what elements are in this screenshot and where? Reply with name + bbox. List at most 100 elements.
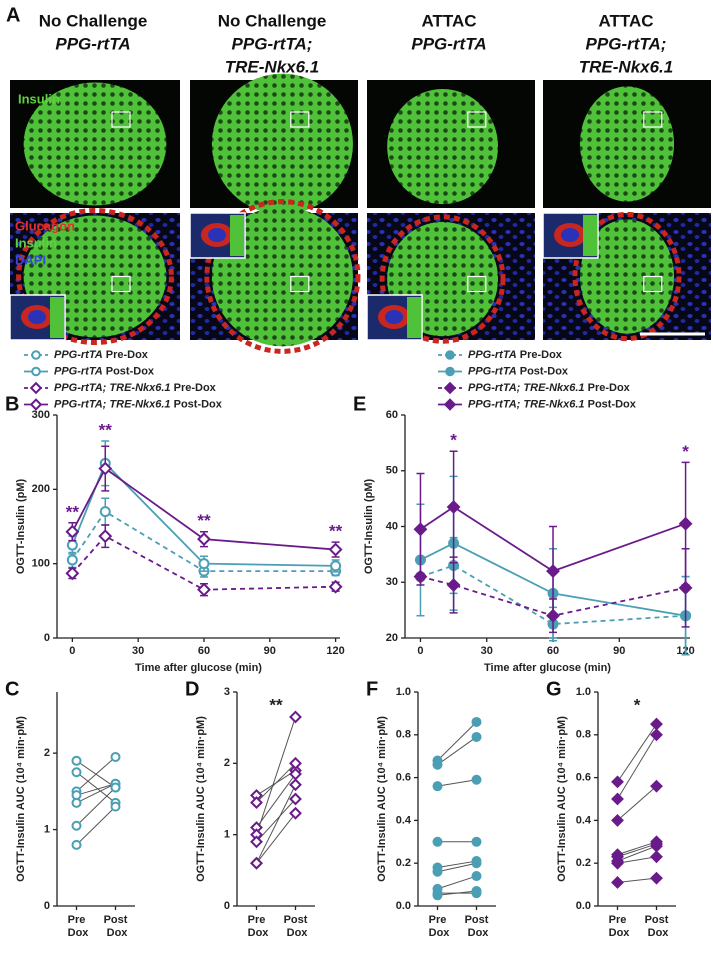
series-line xyxy=(71,510,336,572)
marker xyxy=(98,529,113,544)
marker xyxy=(71,820,82,831)
series-line xyxy=(420,564,686,625)
significance: ** xyxy=(329,522,343,541)
marker xyxy=(650,850,663,864)
column-heading: PPG-rtTA; xyxy=(232,34,313,53)
pair-line xyxy=(76,756,116,792)
significance: ** xyxy=(99,421,113,440)
panel-letter: C xyxy=(5,678,19,700)
marker xyxy=(328,579,343,594)
marker xyxy=(29,398,43,411)
marker xyxy=(432,759,443,770)
y-tick-label: 0.4 xyxy=(576,814,592,826)
inset-nucleus xyxy=(385,310,403,324)
micrographs xyxy=(9,73,711,354)
marker xyxy=(445,366,455,377)
y-tick-label: 1 xyxy=(224,829,230,841)
marker xyxy=(98,461,113,476)
pair-line xyxy=(76,771,116,804)
series-line xyxy=(71,467,336,551)
marker xyxy=(71,839,82,850)
marker xyxy=(650,728,663,742)
islet xyxy=(211,206,353,347)
pair-line xyxy=(617,845,657,862)
roi-box xyxy=(467,111,487,128)
legend-label: PPG-rtTA; TRE-Nkx6.1 Pre-Dox xyxy=(468,382,631,394)
marker xyxy=(650,717,663,731)
legend-label: PPG-rtTA Pre-Dox xyxy=(54,349,149,361)
y-tick-label: 100 xyxy=(32,558,50,570)
pair-line xyxy=(76,787,116,827)
marker xyxy=(31,350,41,360)
x-tick-label: Pre Dox xyxy=(65,914,90,939)
y-tick-label: 0 xyxy=(224,900,230,912)
inset-nucleus xyxy=(28,310,46,324)
legend-label: PPG-rtTA Post-Dox xyxy=(54,365,155,377)
marker xyxy=(446,500,461,514)
marker xyxy=(611,876,624,889)
panel-letter: D xyxy=(185,678,199,700)
stain-label: Glucagon xyxy=(15,218,75,233)
glucagon-rim xyxy=(204,199,361,354)
marker xyxy=(611,792,624,806)
stain-label: DAPI xyxy=(15,252,46,267)
legend-label: PPG-rtTA; TRE-Nkx6.1 Pre-Dox xyxy=(54,382,217,394)
pair-line xyxy=(617,856,657,864)
marker xyxy=(328,542,343,557)
column-heading: TRE-Nkx6.1 xyxy=(225,57,319,76)
marker xyxy=(65,566,80,581)
marker xyxy=(443,398,457,411)
marker xyxy=(71,767,82,778)
marker xyxy=(446,578,461,592)
roi-box xyxy=(111,275,131,293)
column-heading: No Challenge xyxy=(39,11,148,30)
x-tick-label: 90 xyxy=(613,645,625,657)
roi-box xyxy=(290,275,310,293)
pair-line xyxy=(617,734,657,800)
marker xyxy=(471,858,482,869)
pair-line xyxy=(617,785,657,821)
roi-box xyxy=(467,275,487,293)
x-tick-label: 60 xyxy=(547,645,559,657)
marker xyxy=(471,888,482,899)
marker xyxy=(110,751,121,762)
significance: * xyxy=(634,695,641,714)
marker xyxy=(330,560,342,572)
marker xyxy=(471,731,482,742)
pair-line xyxy=(256,773,296,828)
significance: ** xyxy=(197,511,211,530)
y-tick-label: 3 xyxy=(224,686,230,698)
stain-label: Insulin xyxy=(18,91,60,106)
marker xyxy=(66,554,78,566)
marker xyxy=(289,710,302,724)
roi-box xyxy=(643,275,663,293)
panel-letter: B xyxy=(5,393,19,415)
legend-label: PPG-rtTA; TRE-Nkx6.1 Post-Dox xyxy=(54,398,223,410)
y-axis-label: OGTT-Insulin AUC (10⁴ min·pM) xyxy=(15,716,27,882)
y-tick-label: 0.8 xyxy=(576,729,591,741)
series-line xyxy=(71,535,336,591)
pair-line xyxy=(437,860,477,868)
y-tick-label: 0.4 xyxy=(396,814,412,826)
y-tick-label: 200 xyxy=(32,483,50,495)
marker xyxy=(471,774,482,785)
y-tick-label: 0.2 xyxy=(396,857,411,869)
x-tick-label: 60 xyxy=(198,645,210,657)
x-tick-label: Pre Dox xyxy=(245,914,270,939)
marker xyxy=(678,516,693,531)
pair-line xyxy=(437,721,477,761)
marker xyxy=(471,716,482,727)
pair-line xyxy=(256,762,296,803)
marker xyxy=(432,866,443,877)
y-axis-label: OGTT-Insulin (pM) xyxy=(363,479,375,575)
marker xyxy=(650,779,663,793)
marker xyxy=(432,781,443,792)
marker xyxy=(445,350,455,360)
pair-line xyxy=(437,862,477,873)
panel-letter: E xyxy=(353,393,366,415)
x-tick-label: Post Dox xyxy=(104,914,129,939)
y-tick-label: 20 xyxy=(386,632,398,644)
marker xyxy=(65,524,80,539)
column-heading: ATTAC xyxy=(598,11,653,30)
marker xyxy=(71,797,82,808)
